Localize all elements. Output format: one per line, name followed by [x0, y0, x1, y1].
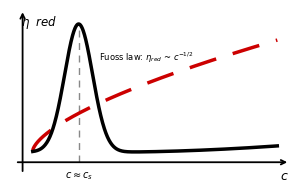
Text: c: c	[280, 170, 287, 183]
Text: $c \approx c_s$: $c \approx c_s$	[65, 170, 93, 182]
Text: $\eta$  red: $\eta$ red	[21, 14, 58, 31]
Text: Fuoss law: $\eta_{red}$ ~ $c^{-1/2}$: Fuoss law: $\eta_{red}$ ~ $c^{-1/2}$	[99, 50, 194, 65]
